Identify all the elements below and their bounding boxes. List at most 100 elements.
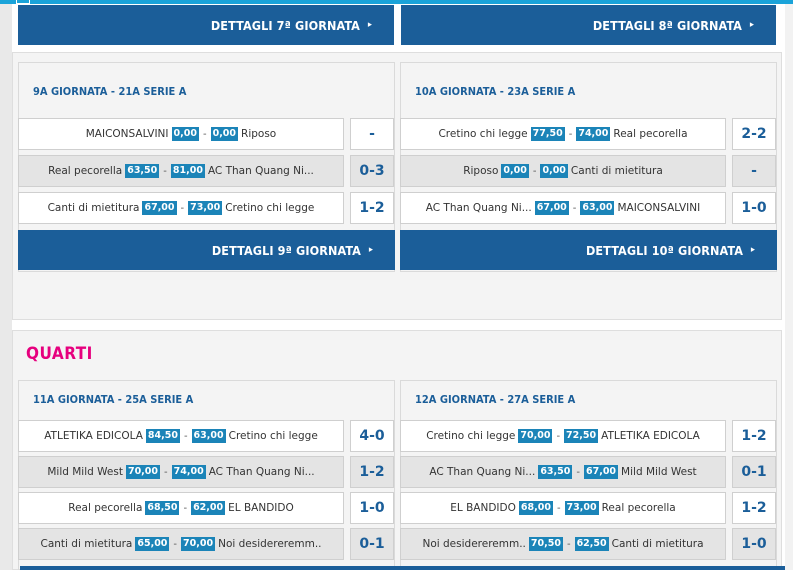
score-separator: - — [532, 165, 537, 177]
details-round-10-button[interactable]: DETTAGLI 10ª GIORNATA ▸ — [400, 230, 777, 270]
match-teams: Real pecorella 68,50-62,00 EL BANDIDO — [18, 492, 344, 524]
away-score: 72,50 — [564, 429, 599, 443]
home-score: 63,50 — [125, 164, 160, 178]
home-team-name: Noi desidereremm.. — [422, 538, 526, 550]
details-round-8-button[interactable]: DETTAGLI 8ª GIORNATA ▸ — [401, 5, 776, 45]
home-score: 67,00 — [534, 201, 569, 215]
match-row[interactable]: EL BANDIDO 68,00-73,00 Real pecorella 1-2 — [400, 492, 777, 524]
match-result: 0-3 — [350, 155, 394, 187]
away-team-name: Noi desidereremm.. — [218, 538, 322, 550]
home-team-name: Real pecorella — [48, 165, 123, 177]
home-team-name: Canti di mietitura — [40, 538, 133, 550]
away-score: 73,00 — [188, 201, 223, 215]
home-team-name: MAICONSALVINI — [85, 128, 169, 140]
home-score: 0,00 — [501, 164, 529, 178]
match-row[interactable]: Cretino chi legge 70,00-72,50 ATLETIKA EDI… — [400, 420, 777, 452]
match-row[interactable]: Cretino chi legge 77,50-74,00 Real pecorel… — [400, 118, 777, 150]
away-score: 73,00 — [564, 501, 599, 515]
home-team-name: AC Than Quang Ni... — [425, 202, 532, 214]
score-separator: - — [568, 128, 573, 140]
match-teams: MAICONSALVINI 0,00-0,00 Riposo — [18, 118, 344, 150]
score-separator: - — [576, 466, 580, 478]
away-score: 81,00 — [170, 164, 205, 178]
match-result: 1-2 — [350, 192, 394, 224]
home-score: 70,50 — [528, 537, 563, 551]
right-scrollbar[interactable] — [785, 4, 793, 570]
match-row[interactable]: Noi desidereremm.. 70,50-62,50 Canti di mi… — [400, 528, 777, 560]
match-row[interactable]: Riposo 0,00-0,00 Canti di mietitura - — [400, 155, 777, 187]
round-title: 9A GIORNATA - 21A SERIE A — [33, 85, 187, 98]
match-result: 1-2 — [350, 456, 394, 488]
match-teams: AC Than Quang Ni... 67,00-63,00 MAICONSALV… — [400, 192, 726, 224]
match-result: 1-2 — [732, 420, 776, 452]
away-team-name: Mild Mild West — [621, 466, 697, 478]
match-result: 1-2 — [732, 492, 776, 524]
top-bar — [0, 0, 793, 4]
home-score: 63,50 — [538, 465, 573, 479]
home-team-name: Cretino chi legge — [426, 430, 516, 442]
away-score: 62,00 — [191, 501, 226, 515]
match-teams: Canti di mietitura 67,00-73,00 Cretino chi… — [18, 192, 344, 224]
match-result: 1-0 — [732, 528, 776, 560]
arrow-right-icon: ▸ — [749, 20, 754, 30]
details-round-9-button[interactable]: DETTAGLI 9ª GIORNATA ▸ — [18, 230, 395, 270]
match-row[interactable]: Canti di mietitura 67,00-73,00 Cretino chi… — [18, 192, 395, 224]
match-result: 0-1 — [732, 456, 776, 488]
score-separator: - — [164, 466, 168, 478]
match-teams: AC Than Quang Ni... 63,50-67,00 Mild Mild … — [400, 456, 726, 488]
away-team-name: Real pecorella — [613, 128, 688, 140]
away-team-name: Canti di mietitura — [611, 538, 704, 550]
score-separator: - — [556, 430, 561, 442]
home-team-name: Canti di mietitura — [47, 202, 140, 214]
details-round-7-button[interactable]: DETTAGLI 7ª GIORNATA ▸ — [18, 5, 394, 45]
match-teams: Riposo 0,00-0,00 Canti di mietitura — [400, 155, 726, 187]
away-score: 0,00 — [540, 164, 568, 178]
away-team-name: AC Than Quang Ni... — [208, 466, 315, 478]
arrow-right-icon: ▸ — [367, 20, 372, 30]
match-teams: Canti di mietitura 65,00-70,00 Noi desider… — [18, 528, 344, 560]
away-score: 62,50 — [574, 537, 609, 551]
away-team-name: EL BANDIDO — [228, 502, 294, 514]
match-row[interactable]: ATLETIKA EDICOLA 84,50-63,00 Cretino chi l… — [18, 420, 395, 452]
away-score: 67,00 — [583, 465, 619, 479]
arrow-right-icon: ▸ — [368, 245, 373, 255]
match-teams: ATLETIKA EDICOLA 84,50-63,00 Cretino chi l… — [18, 420, 344, 452]
button-label: DETTAGLI 10ª GIORNATA — [585, 242, 743, 258]
match-row[interactable]: MAICONSALVINI 0,00-0,00 Riposo - — [18, 118, 395, 150]
match-result: - — [732, 155, 776, 187]
details-button-partial[interactable] — [20, 566, 785, 570]
home-score: 0,00 — [171, 127, 199, 141]
button-label: DETTAGLI 8ª GIORNATA — [592, 17, 742, 33]
score-separator: - — [173, 538, 178, 550]
match-row[interactable]: Real pecorella 68,50-62,00 EL BANDIDO 1-0 — [18, 492, 395, 524]
match-row[interactable]: Canti di mietitura 65,00-70,00 Noi desider… — [18, 528, 395, 560]
round-title: 10A GIORNATA - 23A SERIE A — [415, 85, 576, 98]
home-team-name: Real pecorella — [68, 502, 143, 514]
home-score: 70,00 — [518, 429, 553, 443]
home-score: 70,00 — [125, 465, 161, 479]
match-teams: Real pecorella 63,50-81,00 AC Than Quang N… — [18, 155, 344, 187]
match-result: 4-0 — [350, 420, 394, 452]
home-team-name: Cretino chi legge — [438, 128, 528, 140]
match-result: - — [350, 118, 394, 150]
arrow-right-icon: ▸ — [750, 245, 755, 255]
match-row[interactable]: AC Than Quang Ni... 67,00-63,00 MAICONSALV… — [400, 192, 777, 224]
home-score: 77,50 — [530, 127, 565, 141]
away-team-name: AC Than Quang Ni... — [207, 165, 314, 177]
away-team-name: Real pecorella — [601, 502, 676, 514]
match-result: 1-0 — [732, 192, 776, 224]
match-row[interactable]: Real pecorella 63,50-81,00 AC Than Quang N… — [18, 155, 395, 187]
match-result: 1-0 — [350, 492, 394, 524]
away-score: 70,00 — [181, 537, 216, 551]
match-row[interactable]: AC Than Quang Ni... 63,50-67,00 Mild Mild … — [400, 456, 777, 488]
button-label: DETTAGLI 7ª GIORNATA — [210, 17, 360, 33]
match-result: 0-1 — [350, 528, 394, 560]
home-score: 84,50 — [145, 429, 180, 443]
score-separator: - — [180, 202, 185, 214]
round-title: 11A GIORNATA - 25A SERIE A — [33, 393, 194, 406]
match-row[interactable]: Mild Mild West 70,00-74,00 AC Than Quang N… — [18, 456, 395, 488]
match-teams: EL BANDIDO 68,00-73,00 Real pecorella — [400, 492, 726, 524]
match-teams: Mild Mild West 70,00-74,00 AC Than Quang N… — [18, 456, 344, 488]
score-separator: - — [163, 165, 167, 177]
away-score: 63,00 — [580, 201, 615, 215]
